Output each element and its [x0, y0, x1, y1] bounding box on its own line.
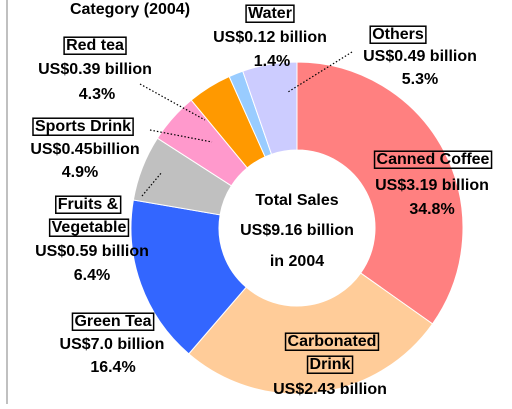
value-label: 6.4% — [74, 267, 110, 284]
amount-label: US$3.19 billion — [375, 177, 489, 194]
amount-label: US$2.43 billion — [273, 381, 387, 398]
label-box — [48, 218, 130, 237]
label-box — [284, 332, 380, 351]
legend-label: Others — [372, 26, 424, 43]
label-box — [245, 4, 295, 23]
donut — [130, 61, 464, 395]
value-label: 1.4% — [254, 53, 290, 70]
legend-label: Vegetable — [52, 219, 127, 236]
legend-label: Drink — [310, 356, 351, 373]
legend-label: Green Tea — [74, 313, 151, 330]
value-label: 16.4% — [90, 359, 135, 376]
label-box — [306, 355, 354, 374]
slice — [242, 61, 298, 155]
label-box — [32, 117, 134, 136]
legend-label: Canned Coffee — [377, 151, 490, 168]
label-box — [71, 312, 155, 331]
center-text: in 2004 — [270, 253, 324, 270]
label-box — [63, 36, 127, 55]
value-label: 4.3% — [79, 86, 115, 103]
leader-line — [149, 129, 213, 143]
amount-label: US$7.0 billion — [60, 336, 165, 353]
slice — [296, 61, 464, 325]
slice — [130, 199, 247, 355]
chart-title: Category (2004) — [70, 1, 190, 18]
label-box — [373, 150, 493, 169]
value-label: 5.3% — [402, 71, 438, 88]
amount-label: US$0.49 billion — [363, 48, 477, 65]
center-text: Total Sales — [255, 192, 338, 209]
value-label: 34.8% — [409, 201, 454, 218]
legend-label: Red tea — [66, 37, 124, 54]
value-label: 4.9% — [62, 164, 98, 181]
label-box — [55, 195, 122, 214]
label-box — [369, 25, 427, 44]
amount-label: US$0.59 billion — [35, 243, 149, 260]
amount-label: US$0.45billion — [30, 141, 139, 158]
amount-label: US$0.39 billion — [38, 61, 152, 78]
legend-label: Sports Drink — [35, 118, 131, 135]
legend-label: Fruits & — [58, 196, 119, 213]
legend-label: Water — [248, 5, 292, 22]
legend-label: Carbonated — [288, 333, 377, 350]
center-text: US$9.16 billion — [240, 222, 354, 239]
amount-label: US$0.12 billion — [213, 29, 327, 46]
